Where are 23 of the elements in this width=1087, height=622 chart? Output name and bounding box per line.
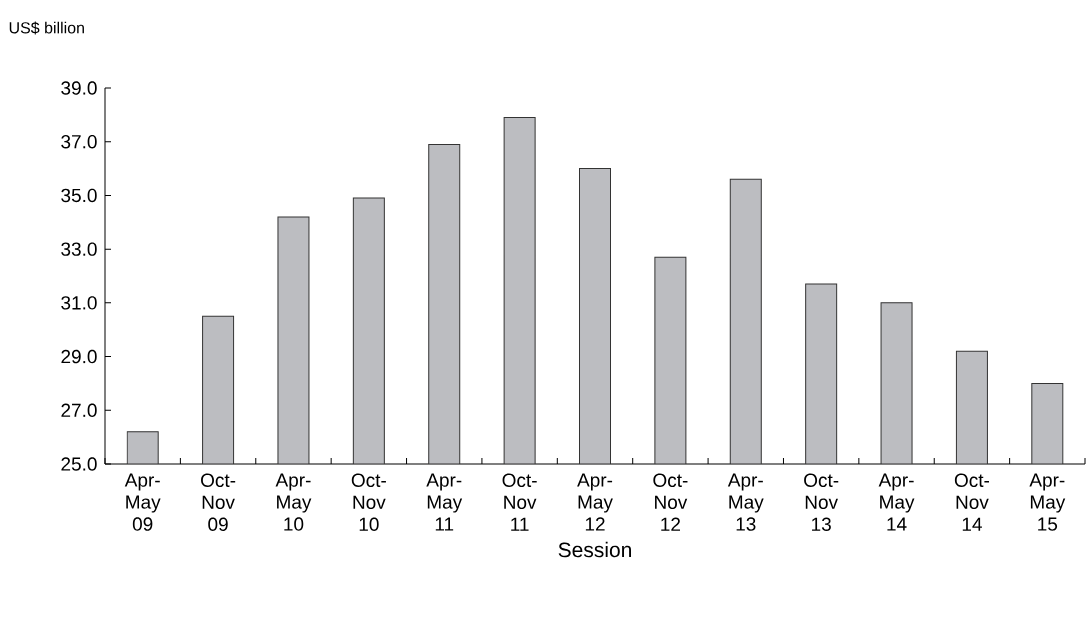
y-axis-title: US$ billion <box>9 21 84 35</box>
x-tick-label: Apr-May 12 <box>577 473 613 531</box>
x-tick-label: Oct-Nov 11 <box>502 473 537 531</box>
x-axis-title: Session <box>558 541 631 558</box>
y-tick-label: 31.0 <box>61 296 97 310</box>
y-tick-label: 37.0 <box>61 134 97 149</box>
x-tick-label: Oct-Nov 13 <box>804 473 839 531</box>
x-tick-label: Oct-Nov 09 <box>201 473 236 531</box>
x-tick-label: Apr-May 14 <box>878 473 915 531</box>
x-tick-label: Apr-May 10 <box>275 473 312 531</box>
x-tick-label: Apr-May 11 <box>426 473 463 531</box>
x-tick-label: Oct-Nov 14 <box>954 473 990 531</box>
y-tick-label: 39.0 <box>61 81 97 95</box>
x-tick-label: Apr-May 13 <box>727 473 764 531</box>
y-tick-label: 27.0 <box>61 403 97 418</box>
y-tick-label: 29.0 <box>61 349 97 364</box>
x-tick-label: Oct-Nov 10 <box>351 473 386 531</box>
y-tick-label: 33.0 <box>61 242 97 256</box>
y-tick-label: 25.0 <box>61 457 97 471</box>
x-tick-label: Apr-May 09 <box>124 473 161 531</box>
x-tick-label: Oct-Nov 12 <box>653 473 688 531</box>
x-tick-label: Apr-May 15 <box>1029 473 1066 531</box>
y-tick-label: 35.0 <box>61 188 97 203</box>
